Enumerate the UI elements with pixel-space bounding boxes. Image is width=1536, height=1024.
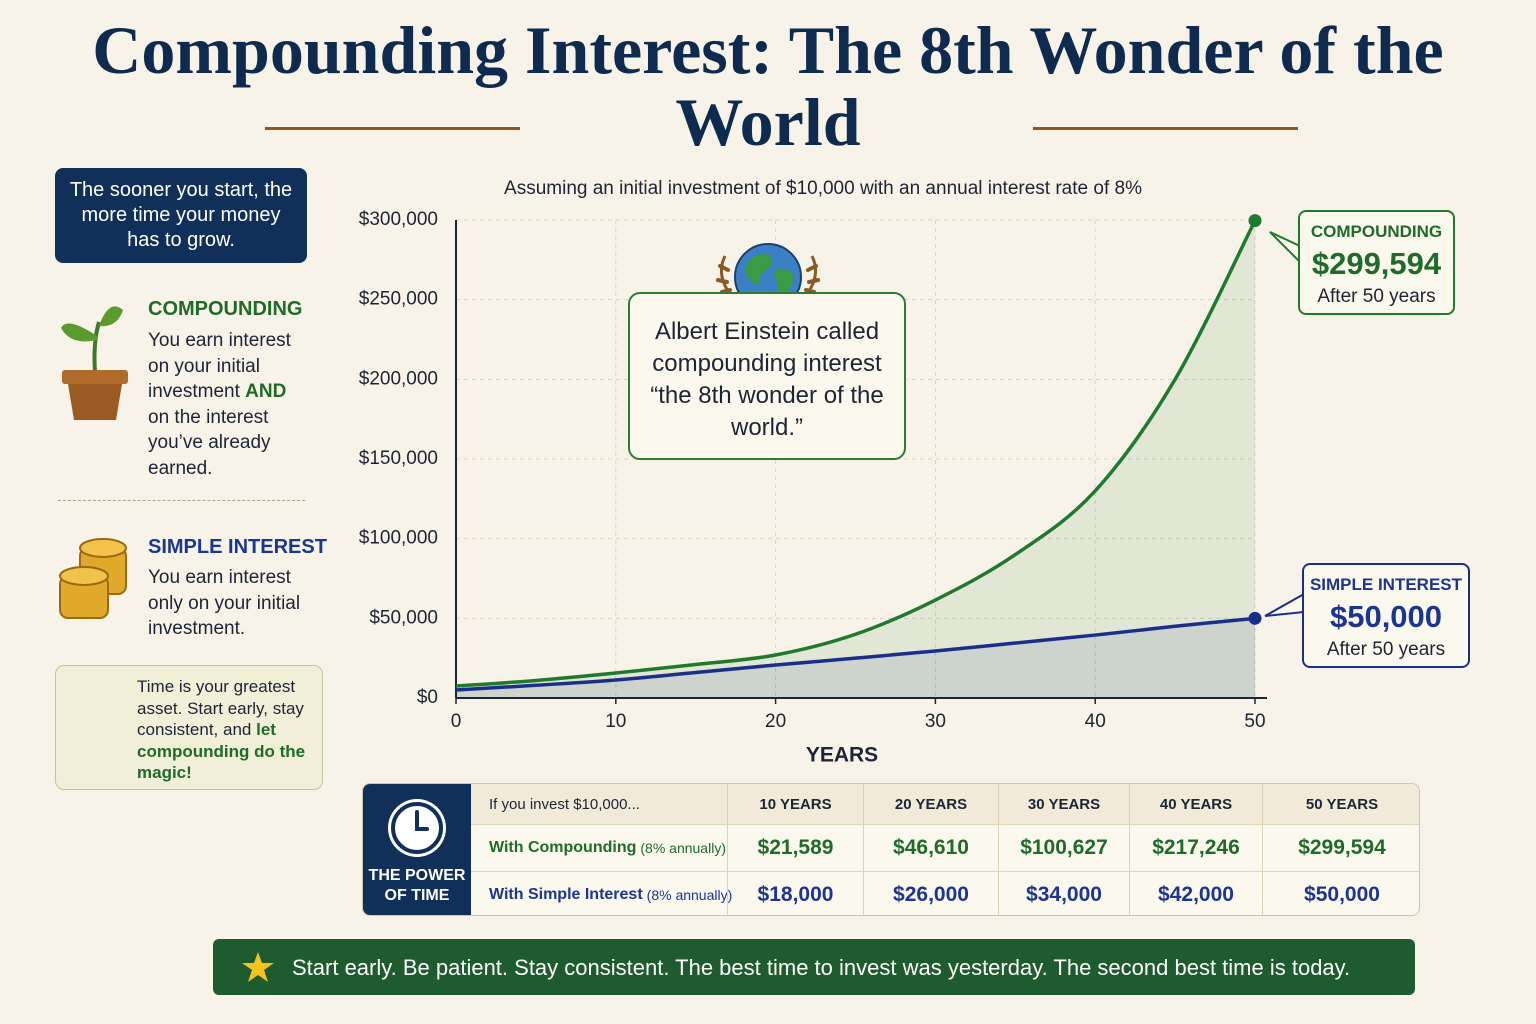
y-tick-label: $300,000 bbox=[359, 209, 438, 230]
callout-note: After 50 years bbox=[1317, 286, 1436, 307]
y-tick-label: $100,000 bbox=[359, 528, 438, 549]
section-body: You earn interest only on your initial i… bbox=[148, 567, 301, 639]
row-label-note: (8% annually) bbox=[640, 840, 726, 856]
end-point bbox=[1248, 611, 1262, 625]
row-label-text: With Simple Interest bbox=[489, 885, 643, 903]
quote-box: Albert Einstein called compounding inter… bbox=[628, 292, 906, 460]
title-rule bbox=[1033, 127, 1298, 130]
row-label-text: With Compounding bbox=[489, 839, 637, 856]
callout-value: $299,594 bbox=[1311, 246, 1442, 281]
plant-icon bbox=[61, 306, 128, 420]
y-tick-label: $150,000 bbox=[359, 448, 438, 469]
table-cell: $42,000 bbox=[1129, 871, 1262, 915]
y-tick-label: $250,000 bbox=[359, 289, 438, 310]
star-icon bbox=[242, 952, 274, 982]
footer-banner: Start early. Be patient. Stay consistent… bbox=[213, 939, 1415, 995]
coins-icon bbox=[59, 538, 127, 619]
callout-value: $50,000 bbox=[1329, 599, 1443, 634]
x-tick-label: 30 bbox=[925, 711, 946, 732]
x-tick-label: 10 bbox=[605, 711, 626, 732]
table-header: 10 YEARS bbox=[727, 784, 863, 824]
footer-text: Start early. Be patient. Stay consistent… bbox=[292, 955, 1351, 980]
row-label: With Simple Interest (8% annually) bbox=[471, 871, 732, 915]
body-highlight: AND bbox=[245, 381, 287, 402]
callout: COMPOUNDING $299,594 After 50 years bbox=[1298, 210, 1455, 315]
line bbox=[455, 616, 1256, 692]
x-axis-label: YEARS bbox=[806, 744, 878, 767]
callout-pointer bbox=[1269, 231, 1301, 265]
summary-table: THE POWER OF TIME If you invest $10,000.… bbox=[362, 783, 1420, 916]
y-tick-label: $200,000 bbox=[359, 368, 438, 389]
chart-subtitle: Assuming an initial investment of $10,00… bbox=[504, 178, 1142, 199]
table-cell: $18,000 bbox=[727, 871, 863, 915]
body-text: on the interest you’ve already earned. bbox=[148, 406, 271, 479]
row-label: With Compounding (8% annually) bbox=[471, 824, 727, 871]
intro-box: The sooner you start, the more time your… bbox=[55, 168, 307, 263]
section-heading: COMPOUNDING bbox=[148, 298, 303, 320]
area bbox=[456, 220, 1255, 698]
title-rule bbox=[265, 127, 520, 130]
callout-series: SIMPLE INTEREST bbox=[1309, 575, 1463, 594]
tip-box: Time is your greatest asset. Start early… bbox=[55, 665, 323, 790]
x-tick-label: 20 bbox=[765, 711, 786, 732]
title: Compounding Interest: The 8th Wonder of … bbox=[92, 12, 1444, 160]
section-heading: SIMPLE INTEREST bbox=[148, 536, 327, 558]
separator bbox=[58, 500, 305, 501]
callout-series: COMPOUNDING bbox=[1310, 222, 1443, 241]
tip-text: Time is your greatest asset. Start early… bbox=[137, 676, 317, 784]
table-cell: $50,000 bbox=[1262, 871, 1419, 915]
section-body: You earn interest on your initial invest… bbox=[148, 328, 308, 481]
table-corner-label: THE POWER OF TIME bbox=[368, 867, 466, 904]
body-text: You earn interest on your initial invest… bbox=[148, 330, 291, 402]
table-corner: THE POWER OF TIME bbox=[363, 784, 471, 915]
clock-icon bbox=[388, 799, 446, 857]
table-cell: $21,589 bbox=[727, 824, 863, 871]
table-header: 50 YEARS bbox=[1262, 784, 1419, 824]
table-header: If you invest $10,000... bbox=[471, 784, 727, 824]
line bbox=[455, 219, 1257, 688]
tip-highlight: let compounding do the magic! bbox=[137, 720, 306, 782]
callout-note: After 50 years bbox=[1326, 639, 1446, 660]
table-cell: $46,610 bbox=[863, 824, 998, 871]
y-tick-label: $0 bbox=[417, 687, 438, 708]
table-cell: $34,000 bbox=[998, 871, 1129, 915]
table-cell: $100,627 bbox=[998, 824, 1129, 871]
table-header: 40 YEARS bbox=[1129, 784, 1262, 824]
tip-body: Time is your greatest asset. Start early… bbox=[137, 677, 304, 739]
table-header: 30 YEARS bbox=[998, 784, 1129, 824]
row-label-note: (8% annually) bbox=[646, 886, 733, 903]
x-tick-label: 40 bbox=[1085, 711, 1106, 732]
table-cell: $299,594 bbox=[1262, 824, 1419, 871]
x-tick-label: 50 bbox=[1244, 711, 1265, 732]
table-cell: $26,000 bbox=[863, 871, 998, 915]
y-tick-label: $50,000 bbox=[369, 607, 438, 628]
callout-pointer bbox=[1264, 592, 1305, 617]
table-header: 20 YEARS bbox=[863, 784, 998, 824]
end-point bbox=[1248, 214, 1262, 228]
table-cell: $217,246 bbox=[1129, 824, 1262, 871]
callout: SIMPLE INTEREST $50,000 After 50 years bbox=[1302, 563, 1470, 668]
x-tick-label: 0 bbox=[451, 711, 462, 732]
